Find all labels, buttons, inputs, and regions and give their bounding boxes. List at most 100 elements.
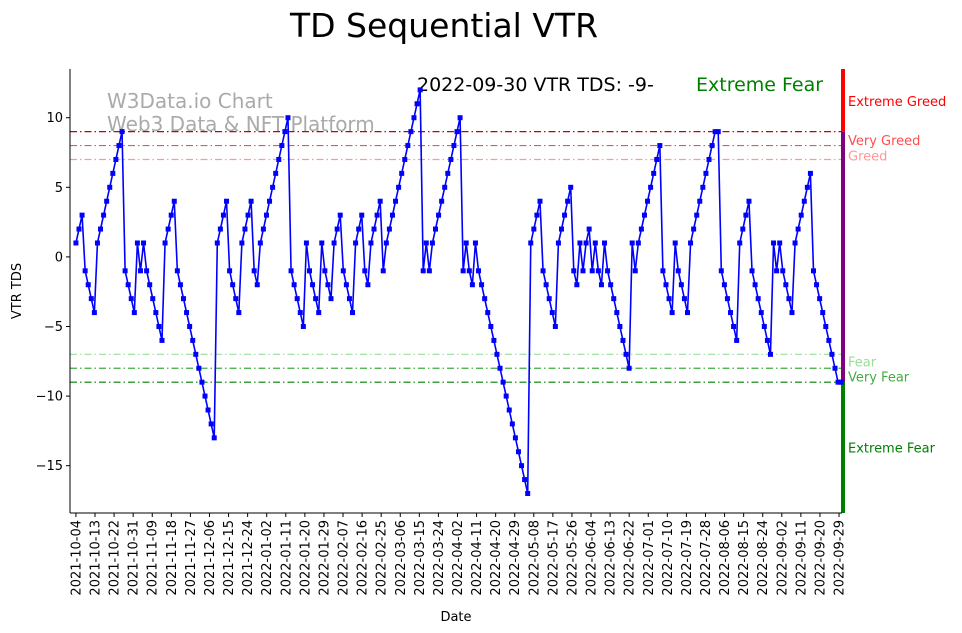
data-point [497,365,503,371]
x-tick-label: 2022-03-15 [413,520,428,596]
data-point [122,268,128,274]
data-point [343,282,349,288]
data-point [635,240,641,246]
data-point [463,240,469,246]
data-point [288,268,294,274]
data-point [558,226,564,232]
data-point [202,393,208,399]
data-point [804,184,810,190]
watermark-line-2: Web3 Data & NFT Platform [107,112,375,136]
data-point [104,198,110,204]
data-point [531,226,537,232]
data-point [276,156,282,162]
data-point [233,296,239,302]
data-point [248,198,254,204]
data-point [608,282,614,288]
data-point [334,226,340,232]
data-point [439,198,445,204]
x-tick-label: 2022-01-29 [317,520,332,596]
data-point [199,379,205,385]
data-point [820,310,826,316]
data-point [771,240,777,246]
data-point [257,240,263,246]
data-point [703,170,709,176]
data-point [540,268,546,274]
data-point [205,407,211,413]
data-point [242,226,248,232]
data-point [273,170,279,176]
chart-title: TD Sequential VTR [289,6,598,45]
data-point [623,351,629,357]
data-point [313,296,319,302]
data-point [583,240,589,246]
data-point [270,184,276,190]
x-tick-label: 2022-04-29 [508,520,523,596]
data-point [663,282,669,288]
data-point [620,337,626,343]
data-point [691,226,697,232]
data-point [91,310,97,316]
data-point [574,282,580,288]
data-point [512,435,518,441]
data-point [688,240,694,246]
data-point [482,296,488,302]
data-point [239,240,245,246]
x-tick-label: 2022-02-16 [356,520,371,596]
data-point [423,240,429,246]
data-point [429,240,435,246]
data-point [798,212,804,218]
data-point [740,226,746,232]
series-line [75,89,842,494]
threshold-label: Very Greed [848,134,920,149]
data-point [436,212,442,218]
data-point [306,268,312,274]
x-tick-label: 2022-09-11 [794,520,809,596]
data-point [340,268,346,274]
data-point [681,296,687,302]
data-point [171,198,177,204]
data-point [236,310,242,316]
data-point [291,282,297,288]
threshold-label: Extreme Greed [848,95,946,110]
x-tick-label: 2022-06-13 [604,520,619,596]
x-tick-label: 2022-05-08 [527,520,542,596]
data-point [537,198,543,204]
data-point [605,268,611,274]
data-point [515,449,521,455]
data-point [227,268,233,274]
data-point [451,143,457,149]
x-tick-label: 2022-06-22 [623,520,638,596]
x-tick-label: 2022-09-20 [813,520,828,596]
y-tick-label: 10 [46,111,63,126]
data-point [602,240,608,246]
data-point [528,240,534,246]
data-point [777,240,783,246]
data-point [322,268,328,274]
data-point [718,268,724,274]
data-point [107,184,113,190]
data-point [734,337,740,343]
data-point [823,323,829,329]
x-tick-label: 2022-01-11 [279,520,294,596]
data-point [774,268,780,274]
data-point [411,115,417,121]
data-point [76,226,82,232]
data-point [137,268,143,274]
data-point [279,143,285,149]
annotation-status: Extreme Fear [696,74,823,96]
data-point [469,282,475,288]
data-point [389,212,395,218]
data-point [131,310,137,316]
x-tick-label: 2022-05-17 [546,520,561,596]
data-point [764,337,770,343]
data-point [73,240,79,246]
data-point [263,212,269,218]
data-point [300,323,306,329]
data-point [503,393,509,399]
data-point [159,337,165,343]
data-point [589,268,595,274]
data-point [328,296,334,302]
data-point [405,143,411,149]
x-tick-label: 2022-07-10 [661,520,676,596]
data-point [350,310,356,316]
